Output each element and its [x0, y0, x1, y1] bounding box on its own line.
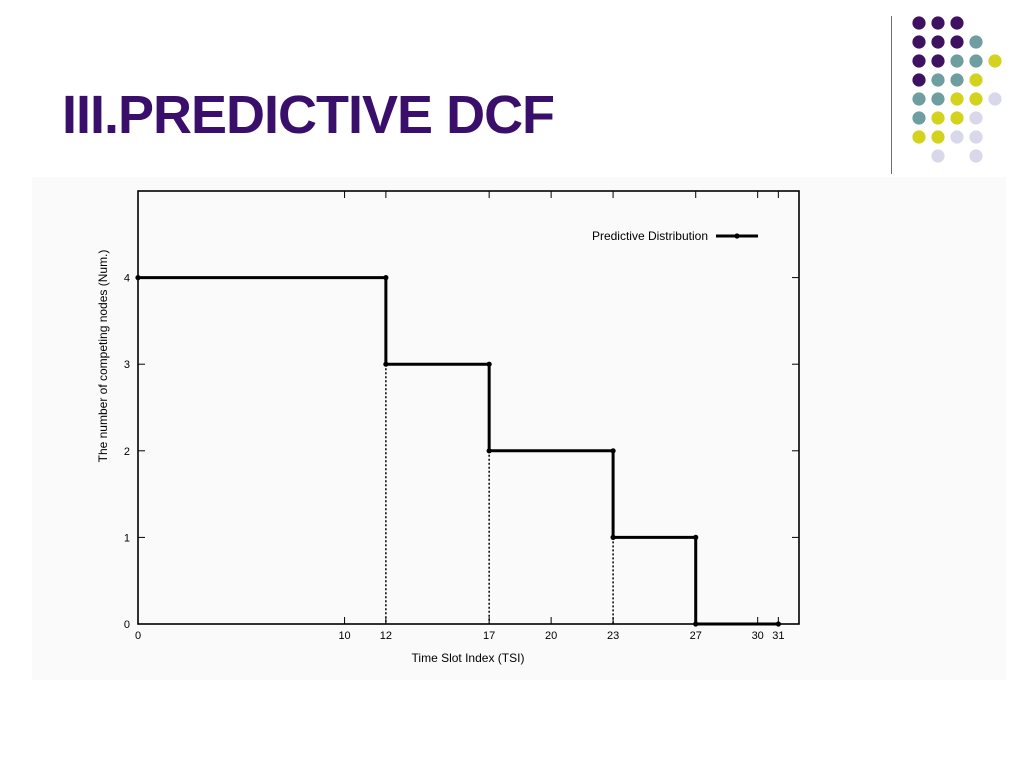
x-tick-label: 27: [690, 630, 702, 642]
decorative-dot: [969, 92, 983, 106]
x-tick-label: 23: [607, 630, 619, 642]
slide-title: III.PREDICTIVE DCF: [62, 85, 555, 145]
x-tick-label: 0: [135, 630, 141, 642]
x-tick-label: 20: [545, 630, 557, 642]
decorative-dot: [931, 73, 945, 87]
legend: Predictive Distribution: [592, 229, 758, 243]
data-point: [693, 534, 699, 540]
decorative-dot: [969, 73, 983, 87]
decorative-dot: [988, 54, 1002, 68]
decorative-dot: [931, 149, 945, 163]
decorative-dot: [931, 16, 945, 30]
decorative-divider: [891, 16, 892, 174]
y-axis-label: The number of competing nodes (Num.): [96, 250, 110, 463]
x-tick-label: 17: [483, 630, 495, 642]
data-point: [610, 448, 616, 454]
data-point: [775, 621, 781, 627]
decorative-dot: [912, 35, 926, 49]
data-point: [693, 621, 699, 627]
legend-marker: [734, 233, 740, 239]
decorative-dot: [969, 111, 983, 125]
y-tick-label: 4: [124, 273, 130, 285]
decorative-dot: [950, 54, 964, 68]
decorative-dot: [912, 16, 926, 30]
decorative-dot: [912, 73, 926, 87]
x-tick-label: 30: [752, 630, 764, 642]
decorative-dot: [912, 130, 926, 144]
decorative-dot: [931, 92, 945, 106]
decorative-dot: [931, 54, 945, 68]
decorative-dot: [969, 130, 983, 144]
data-point: [486, 361, 492, 367]
data-point: [135, 275, 141, 281]
x-tick-label: 10: [338, 630, 350, 642]
data-point: [383, 275, 389, 281]
y-tick-label: 0: [124, 619, 130, 631]
decorative-dot: [969, 54, 983, 68]
decorative-dot: [931, 35, 945, 49]
decorative-dot: [950, 35, 964, 49]
decorative-dot: [950, 73, 964, 87]
data-point: [486, 448, 492, 454]
x-tick-label: 12: [380, 630, 392, 642]
data-point: [383, 361, 389, 367]
series-line: [138, 276, 779, 626]
x-tick-label: 31: [772, 630, 784, 642]
x-axis-label: Time Slot Index (TSI): [412, 651, 525, 665]
decorative-dot: [950, 92, 964, 106]
decorative-dot: [969, 149, 983, 163]
data-point: [610, 534, 616, 540]
y-tick-label: 2: [124, 446, 130, 458]
decorative-dot: [912, 92, 926, 106]
decorative-dot: [950, 16, 964, 30]
decorative-dot: [912, 54, 926, 68]
decorative-dot: [950, 130, 964, 144]
decorative-dot: [950, 111, 964, 125]
decorative-dot: [931, 111, 945, 125]
decorative-dot: [912, 111, 926, 125]
decorative-dot: [988, 92, 1002, 106]
legend-label: Predictive Distribution: [592, 229, 708, 243]
plot-frame: [137, 190, 800, 625]
decorative-dot: [969, 35, 983, 49]
y-tick-label: 1: [124, 532, 130, 544]
y-tick-label: 3: [124, 359, 130, 371]
decorative-dot: [931, 130, 945, 144]
